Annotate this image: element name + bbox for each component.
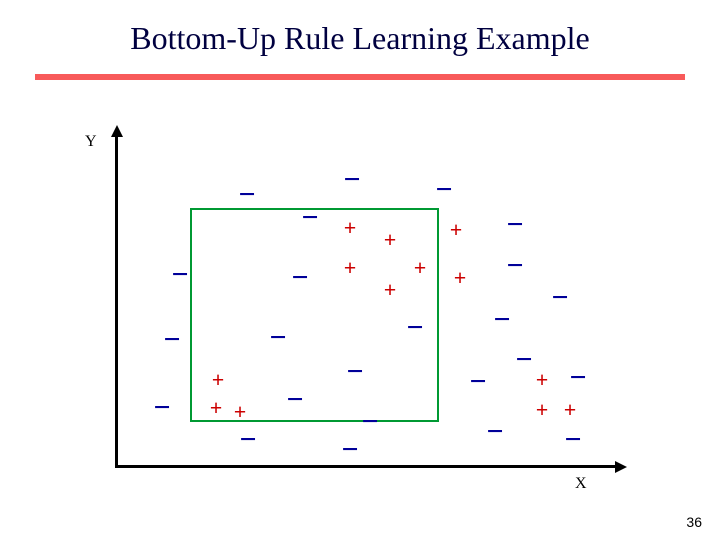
minus-point: − (469, 367, 486, 397)
minus-point: − (569, 363, 586, 393)
minus-point: − (286, 385, 303, 415)
minus-point: − (406, 313, 423, 343)
minus-point: − (291, 263, 308, 293)
x-axis (115, 465, 615, 468)
plus-point: + (450, 219, 463, 241)
minus-point: − (343, 165, 360, 195)
minus-point: − (551, 283, 568, 313)
plus-point: + (234, 401, 247, 423)
minus-point: − (238, 180, 255, 210)
title-underline (35, 74, 685, 80)
y-axis-label: Y (85, 133, 97, 151)
plus-point: + (454, 267, 467, 289)
minus-point: − (171, 260, 188, 290)
minus-point: − (163, 325, 180, 355)
plus-point: + (536, 399, 549, 421)
plus-point: + (414, 257, 427, 279)
rule-box (190, 208, 439, 422)
plus-point: + (344, 217, 357, 239)
minus-point: − (506, 210, 523, 240)
minus-point: − (515, 345, 532, 375)
plus-point: + (564, 399, 577, 421)
minus-point: − (269, 323, 286, 353)
minus-point: − (153, 393, 170, 423)
minus-point: − (239, 425, 256, 455)
plus-point: + (384, 279, 397, 301)
minus-point: − (435, 175, 452, 205)
plus-point: + (212, 369, 225, 391)
slide-number: 36 (686, 514, 702, 530)
minus-point: − (341, 435, 358, 465)
plus-point: + (384, 229, 397, 251)
plus-point: + (210, 397, 223, 419)
x-axis-arrow (615, 461, 627, 473)
minus-point: − (493, 305, 510, 335)
minus-point: − (361, 407, 378, 437)
page-title: Bottom-Up Rule Learning Example (0, 20, 720, 57)
minus-point: − (486, 417, 503, 447)
y-axis-arrow (111, 125, 123, 137)
plus-point: + (344, 257, 357, 279)
minus-point: − (301, 203, 318, 233)
plus-point: + (536, 369, 549, 391)
minus-point: − (506, 251, 523, 281)
x-axis-label: X (575, 475, 587, 493)
minus-point: − (564, 425, 581, 455)
minus-point: − (346, 357, 363, 387)
y-axis (115, 135, 118, 465)
